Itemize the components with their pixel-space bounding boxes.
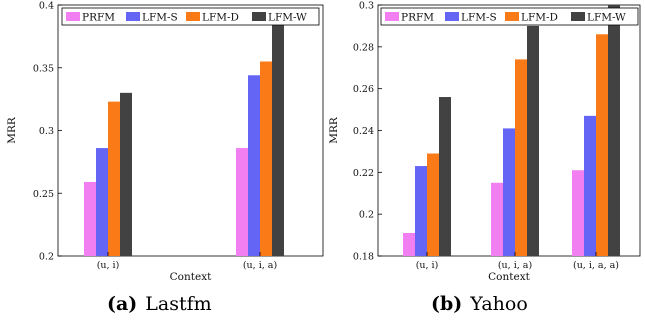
p0-legend-label-lfm-d: LFM-D — [202, 12, 239, 24]
caption-b-name: Yahoo — [470, 293, 528, 315]
p1-legend-label-prfm: PRFM — [401, 12, 434, 24]
p0-legend-label-lfm-w: LFM-W — [268, 12, 307, 24]
p1-bar-lfm-w-2 — [608, 5, 620, 256]
p0-legend-label-lfm-s: LFM-S — [142, 12, 178, 24]
p1-ytick-label-1: 0.2 — [359, 210, 374, 221]
p0-ytick-label-0: 0.2 — [39, 252, 54, 263]
p1-xtick-label-0: (u, i) — [416, 260, 439, 271]
p1-legend-label-lfm-d: LFM-D — [521, 12, 558, 24]
p1-bar-lfm-w-1 — [527, 25, 539, 256]
p1-legend-label-lfm-s: LFM-S — [461, 12, 497, 24]
p0-legend-swatch-lfm-s — [126, 12, 140, 21]
p1-bar-lfm-d-2 — [596, 34, 608, 257]
p0-ytick-label-3: 0.35 — [33, 63, 54, 74]
caption-b-letter: (b) — [431, 293, 463, 315]
caption-a-name: Lastfm — [145, 293, 212, 315]
p0-y-axis-title: MRR — [6, 116, 18, 144]
p1-ytick-label-5: 0.28 — [353, 42, 374, 53]
p0-legend: PRFM LFM-S LFM-D LFM-W — [61, 7, 320, 26]
p0-ytick-label-2: 0.3 — [39, 126, 54, 137]
p1-legend-swatch-prfm — [385, 12, 399, 21]
p1-bar-lfm-s-2 — [584, 115, 596, 256]
p1-bar-lfm-w-0 — [439, 97, 451, 257]
p1-bar-lfm-d-1 — [515, 59, 527, 257]
p0-bar-lfm-s-1 — [248, 75, 260, 256]
p1-ytick-label-4: 0.26 — [353, 84, 374, 95]
p0-ytick-label-1: 0.25 — [33, 189, 54, 200]
p1-ytick-label-3: 0.24 — [353, 126, 374, 137]
p1-ytick-label-2: 0.22 — [353, 168, 374, 179]
chart-panel-yahoo: 0.18 0.2 0.22 0.24 0.26 0.28 0.3 MRR (u, i) (u, i… — [328, 1, 641, 283]
p0-x-axis-title: Context — [170, 271, 212, 283]
p0-bar-prfm-0 — [84, 181, 96, 256]
p1-legend-label-lfm-w: LFM-W — [587, 12, 626, 24]
p0-bar-lfm-d-1 — [260, 61, 272, 256]
p1-legend: PRFM LFM-S LFM-D LFM-W — [380, 7, 639, 26]
p1-x-axis-title: Context — [488, 271, 530, 283]
caption-a: (a) Lastfm — [107, 293, 212, 315]
caption-b: (b) Yahoo — [431, 293, 528, 315]
p0-bar-lfm-s-0 — [96, 148, 108, 256]
p0-xtick-label-0: (u, i) — [97, 260, 120, 271]
p1-legend-swatch-lfm-d — [505, 12, 519, 21]
p1-bar-lfm-d-0 — [427, 153, 439, 256]
p1-legend-swatch-lfm-w — [571, 12, 585, 21]
chart-panel-lastfm: 0.2 0.25 0.3 0.35 0.4 MRR (u, i) (u, i, a) Conte… — [6, 1, 324, 283]
p1-xtick-label-1: (u, i, a) — [498, 260, 532, 271]
p1-xtick-label-2: (u, i, a, a) — [573, 260, 619, 271]
p1-y-axis-title: MRR — [328, 116, 340, 144]
p0-bar-prfm-1 — [236, 148, 248, 256]
p1-ytick-label-6: 0.3 — [359, 1, 374, 12]
p0-bar-lfm-w-0 — [120, 92, 132, 256]
p0-legend-swatch-lfm-w — [252, 12, 266, 21]
p0-legend-swatch-prfm — [66, 12, 80, 21]
p0-legend-label-prfm: PRFM — [82, 12, 115, 24]
caption-a-letter: (a) — [107, 293, 138, 315]
p0-bar-lfm-w-1 — [272, 15, 284, 257]
p1-bar-lfm-s-0 — [415, 166, 427, 256]
p1-legend-swatch-lfm-s — [445, 12, 459, 21]
p1-bar-prfm-1 — [491, 182, 503, 256]
p0-xtick-label-1: (u, i, a) — [243, 260, 277, 271]
p0-bar-lfm-d-0 — [108, 101, 120, 256]
p1-ytick-label-0: 0.18 — [353, 252, 374, 263]
p0-ytick-label-4: 0.4 — [39, 1, 54, 12]
p0-legend-swatch-lfm-d — [186, 12, 200, 21]
p1-bar-prfm-0 — [403, 232, 415, 256]
p1-bar-lfm-s-1 — [503, 128, 515, 256]
p1-bar-prfm-2 — [572, 170, 584, 256]
